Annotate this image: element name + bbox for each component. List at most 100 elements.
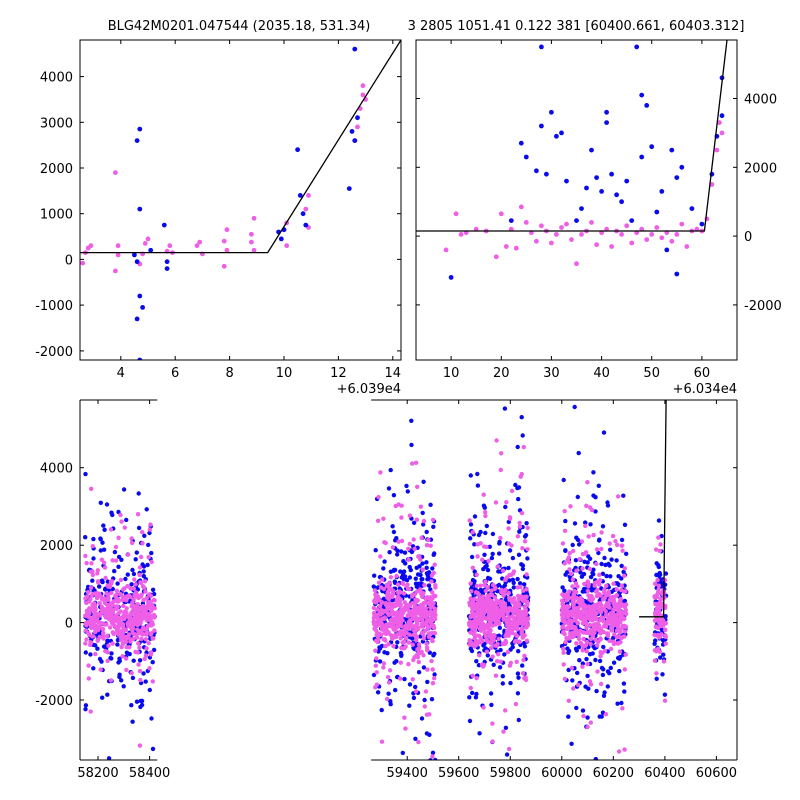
pink-data-point: [94, 623, 99, 629]
pink-data-point: [390, 612, 395, 617]
blue-data-point: [621, 493, 626, 498]
pink-data-point: [521, 588, 526, 593]
pink-data-point: [717, 120, 722, 125]
pink-data-point: [579, 642, 584, 647]
pink-data-point: [378, 554, 383, 559]
pink-data-point: [148, 593, 154, 599]
blue-data-point: [101, 523, 106, 528]
pink-data-point: [373, 648, 378, 653]
pink-data-point: [120, 641, 126, 646]
blue-data-point: [573, 558, 579, 563]
pink-data-point: [513, 638, 518, 644]
pink-data-point: [584, 649, 589, 654]
pink-data-point: [249, 239, 254, 245]
blue-data-point: [515, 691, 521, 696]
pink-data-point: [508, 619, 513, 624]
pink-data-point: [386, 642, 391, 647]
blue-data-point: [164, 259, 170, 265]
pink-data-point: [360, 92, 366, 98]
pink-data-point: [424, 543, 430, 548]
pink-data-point: [568, 634, 573, 639]
pink-data-point: [414, 517, 420, 522]
pink-data-point: [590, 618, 595, 623]
pink-data-point: [501, 729, 506, 734]
blue-data-point: [549, 109, 554, 115]
pink-data-point: [595, 643, 600, 648]
pink-data-point: [413, 607, 418, 612]
blue-data-point: [432, 672, 437, 677]
blue-data-point: [580, 708, 586, 713]
pink-data-point: [485, 630, 490, 635]
pink-data-point: [654, 671, 659, 676]
blue-data-point: [346, 186, 352, 192]
pink-data-point: [614, 635, 620, 640]
pink-data-point: [84, 637, 89, 642]
blue-data-point: [590, 651, 595, 656]
blue-data-point: [401, 569, 407, 574]
pink-data-point: [564, 606, 570, 611]
pink-data-point: [560, 598, 565, 603]
pink-data-point: [251, 215, 257, 221]
blue-data-point: [130, 675, 136, 681]
pink-data-point: [603, 612, 609, 618]
pink-data-point: [406, 557, 411, 562]
blue-data-point: [617, 656, 622, 661]
x-tick-label: 50: [643, 366, 660, 381]
pink-data-point: [498, 467, 503, 473]
pink-data-point: [419, 649, 424, 655]
blue-data-point: [373, 548, 378, 553]
pink-data-point: [493, 610, 499, 615]
pink-data-point: [113, 170, 118, 176]
blue-data-point: [601, 430, 607, 435]
pink-data-point: [128, 612, 133, 617]
pink-data-point: [478, 583, 483, 588]
blue-data-point: [478, 587, 483, 593]
blue-data-point: [136, 525, 142, 531]
pink-data-point: [113, 594, 118, 599]
blue-data-point: [475, 483, 481, 488]
pink-data-point: [622, 573, 627, 578]
pink-data-point: [521, 444, 526, 450]
pink-data-point: [148, 618, 153, 623]
blue-data-point: [432, 551, 437, 556]
pink-data-point: [420, 567, 425, 572]
pink-data-point: [479, 618, 484, 623]
pink-data-point: [503, 608, 508, 613]
blue-data-point: [615, 581, 620, 586]
pink-data-point: [481, 492, 486, 497]
pink-data-point: [598, 636, 603, 641]
blue-data-point: [594, 688, 599, 694]
y-tick-label: 4000: [744, 93, 777, 108]
pink-data-point: [410, 624, 415, 629]
pink-data-point: [618, 620, 623, 625]
pink-data-point: [477, 608, 483, 613]
pink-data-point: [123, 656, 129, 661]
pink-data-point: [401, 591, 407, 596]
pink-data-point: [117, 619, 123, 624]
pink-data-point: [147, 527, 153, 532]
pink-data-point: [120, 654, 125, 659]
pink-data-point: [146, 641, 151, 646]
pink-data-point: [431, 625, 437, 631]
blue-data-point: [413, 576, 418, 581]
pink-data-point: [146, 612, 151, 617]
blue-data-point: [513, 482, 518, 488]
blue-data-point: [98, 500, 104, 505]
blue-data-point: [522, 582, 527, 587]
pink-data-point: [406, 619, 412, 624]
pink-data-point: [412, 628, 418, 634]
y-tick-label: 0: [65, 253, 73, 268]
pink-data-point: [509, 488, 515, 494]
pink-data-point: [652, 658, 658, 663]
pink-data-point: [87, 606, 92, 611]
blue-data-point: [489, 702, 494, 708]
x-offset-label: +6.039e4: [337, 382, 401, 397]
pink-data-point: [430, 681, 436, 686]
pink-data-point: [549, 240, 554, 246]
pink-data-point: [90, 572, 96, 578]
pink-data-point: [470, 565, 475, 570]
blue-data-point: [134, 699, 140, 704]
pink-data-point: [585, 724, 590, 730]
blue-data-point: [134, 550, 139, 555]
top-left-panel: 4 6 8 10 12 14 -2000 -1000 0 1000 2000 3000 4000 +6.0…: [35, 39, 402, 397]
